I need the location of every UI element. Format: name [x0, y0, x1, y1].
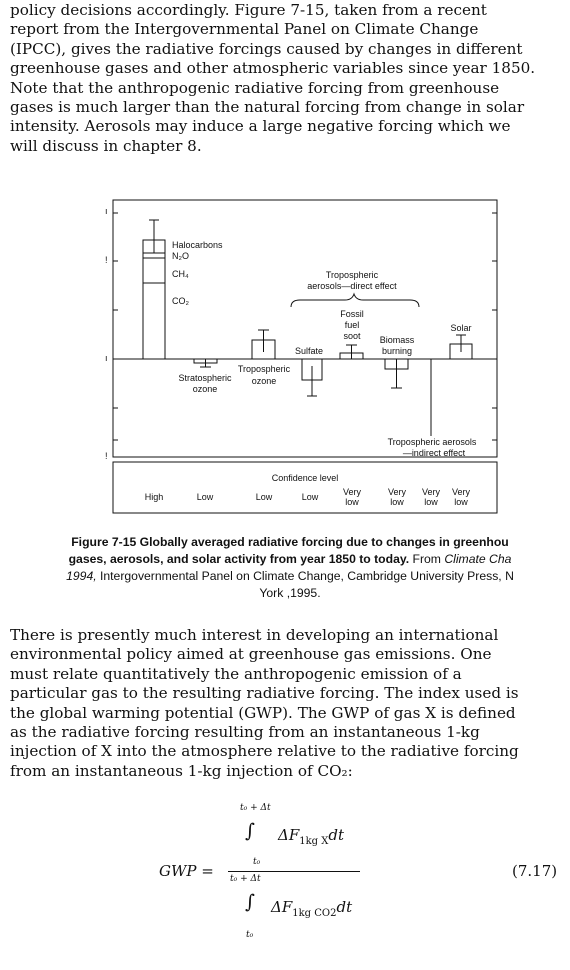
confidence-label: Very — [422, 487, 441, 497]
tick-mark: ! — [105, 255, 108, 265]
confidence-row: High Low Low Low VerylowVerylowVerylowVerylo… — [145, 487, 471, 507]
figure-caption-line: 1994, Intergovernmental Panel on Climate… — [0, 568, 570, 584]
text-line: greenhouse gases and other atmospheric v… — [10, 59, 536, 78]
label-solar: Solar — [450, 323, 471, 333]
label-fossil-1: Fossil — [340, 309, 364, 319]
confidence-label: Low — [302, 492, 319, 502]
label-biomass-2: burning — [382, 346, 412, 356]
label-trop-ozone-2: ozone — [252, 376, 277, 386]
caption-title: Figure 7-15 Globally averaged radiative … — [71, 535, 509, 549]
plot-frame — [112, 199, 498, 458]
label-sulfate: Sulfate — [295, 346, 323, 356]
text-line: particular gas to the resulting radiativ… — [10, 684, 519, 703]
equation-lhs: GWP = — [159, 862, 214, 880]
confidence-label: High — [145, 492, 164, 502]
denominator-integral-sign: ∫ — [245, 891, 255, 913]
confidence-panel — [112, 461, 498, 514]
numerator-integral-sign: ∫ — [245, 820, 255, 842]
caption-text: From — [409, 552, 445, 566]
text-line: (IPCC), gives the radiative forcings cau… — [10, 39, 523, 58]
text-line: injection of X into the atmosphere relat… — [10, 742, 519, 761]
confidence-label: Very — [343, 487, 362, 497]
caption-source-year: 1994, — [66, 569, 97, 583]
text-line: report from the Intergovernmental Panel … — [10, 20, 479, 39]
text-line: gases is much larger than the natural fo… — [10, 98, 525, 117]
fraction-bar — [228, 871, 360, 872]
tick-mark: ı — [105, 353, 108, 363]
label-trop-direct-2: aerosols—direct effect — [307, 281, 397, 291]
text-line: Note that the anthropogenic radiative fo… — [10, 78, 500, 97]
radiative-forcing-figure: ı ! ı ! Halocarbons N₂O CH₄ CO₂ Stratosp… — [105, 199, 498, 514]
caption-publisher: Intergovernmental Panel on Climate Chang… — [96, 569, 514, 583]
numerator-term: ΔF1kg Xdt — [278, 826, 345, 847]
text-line: will discuss in chapter 8. — [10, 136, 202, 155]
confidence-label: low — [390, 497, 404, 507]
text-line: from an instantaneous 1-kg injection of … — [10, 761, 353, 780]
tick-mark: ! — [105, 451, 108, 461]
confidence-label: low — [345, 497, 359, 507]
label-co2: CO₂ — [172, 296, 190, 306]
text-line: as the radiative forcing resulting from … — [10, 723, 480, 742]
denominator-lower-limit: t₀ — [246, 930, 254, 940]
confidence-label: low — [454, 497, 468, 507]
bar-biomass-burning — [384, 358, 409, 389]
label-trop-direct-1: Tropospheric — [326, 270, 379, 280]
label-fossil-2: fuel — [345, 320, 360, 330]
denominator-term: ΔF1kg CO2dt — [271, 898, 353, 919]
bar-stratospheric-ozone — [193, 358, 218, 368]
label-strat-ozone-2: ozone — [193, 384, 218, 394]
bar-tropospheric-ozone — [251, 329, 276, 360]
text-line: policy decisions accordingly. Figure 7-1… — [10, 1, 487, 19]
label-trop-ozone-1: Tropospheric — [238, 364, 291, 374]
denominator-upper-limit: t₀ + Δt — [230, 874, 261, 884]
caption-source-title: Climate Cha — [444, 552, 512, 566]
confidence-title: Confidence level — [272, 473, 339, 483]
confidence-label: Low — [197, 492, 214, 502]
text-line: environmental policy aimed at greenhouse… — [10, 645, 492, 664]
label-fossil-3: soot — [343, 331, 361, 341]
equation-number: (7.17) — [512, 862, 558, 880]
label-strat-ozone-1: Stratospheric — [178, 373, 232, 383]
confidence-label: Very — [452, 487, 471, 497]
text-line: the global warming potential (GWP). The … — [10, 703, 516, 722]
bar-greenhouse-gases — [142, 219, 166, 360]
direct-effect-brace — [290, 292, 420, 308]
label-halocarbons: Halocarbons — [172, 240, 223, 250]
label-biomass-1: Biomass — [380, 335, 415, 345]
paragraph-bottom: There is presently much interest in deve… — [10, 626, 556, 781]
figure-caption-line: Figure 7-15 Globally averaged radiative … — [0, 534, 570, 550]
figure-caption-line: York ,1995. — [0, 585, 570, 601]
text-line: must relate quantitatively the anthropog… — [10, 664, 462, 683]
text-line: There is presently much interest in deve… — [10, 626, 499, 644]
tick-mark: ı — [105, 206, 108, 216]
numerator-lower-limit: t₀ — [253, 857, 261, 867]
figure-caption-line: gases, aerosols, and solar activity from… — [0, 551, 570, 567]
bar-sulfate — [301, 358, 323, 397]
paragraph-top: policy decisions accordingly. Figure 7-1… — [10, 1, 556, 156]
label-trop-indirect-1: Tropospheric aerosols — [388, 437, 477, 447]
confidence-label: low — [424, 497, 438, 507]
bar-solar — [449, 334, 473, 360]
bar-fossil-fuel-soot — [339, 344, 364, 360]
caption-bold: gases, aerosols, and solar activity from… — [68, 552, 410, 566]
caption-city-year: York ,1995. — [259, 586, 321, 600]
confidence-label: Low — [256, 492, 273, 502]
text-line: intensity. Aerosols may induce a large n… — [10, 117, 511, 136]
label-trop-indirect-2: —indirect effect — [403, 448, 466, 458]
label-ch4: CH₄ — [172, 269, 189, 279]
label-n2o: N₂O — [172, 251, 189, 261]
confidence-label: Very — [388, 487, 407, 497]
numerator-upper-limit: t₀ + Δt — [240, 803, 271, 813]
